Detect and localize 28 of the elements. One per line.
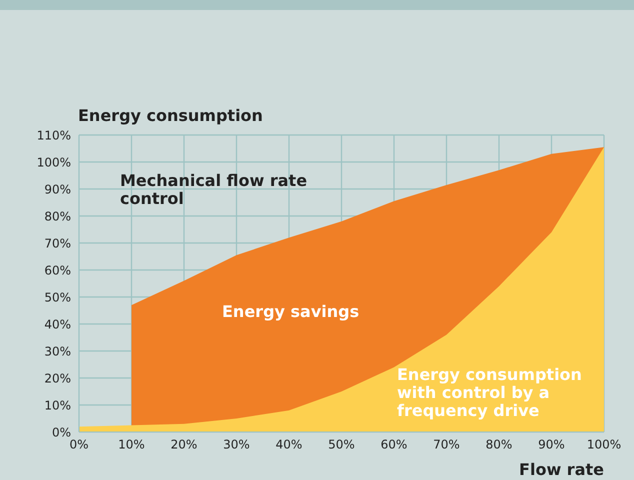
x-tick-label: 70% bbox=[433, 438, 460, 452]
x-tick-label: 40% bbox=[276, 438, 302, 452]
x-tick-label: 10% bbox=[118, 438, 145, 452]
x-tick-label: 90% bbox=[538, 438, 565, 452]
y-tick-label: 20% bbox=[44, 371, 71, 386]
x-axis-title: Flow rate bbox=[519, 460, 604, 479]
x-tick-label: 50% bbox=[328, 438, 355, 452]
y-tick-label: 90% bbox=[44, 182, 71, 196]
y-tick-label: 100% bbox=[36, 155, 71, 170]
y-tick-label: 0% bbox=[52, 425, 71, 440]
y-tick-label: 110% bbox=[36, 128, 71, 142]
x-tick-label: 80% bbox=[486, 438, 512, 452]
y-tick-label: 70% bbox=[44, 236, 71, 250]
x-tick-label: 100% bbox=[586, 438, 622, 452]
x-tick-label: 60% bbox=[380, 438, 408, 452]
x-tick-label: 30% bbox=[223, 438, 250, 452]
x-tick-label: 20% bbox=[170, 438, 198, 452]
x-tick-label: 0% bbox=[69, 438, 89, 452]
y-tick-label: 60% bbox=[44, 263, 71, 278]
series-label: Energy consumption with control by a frequency drive bbox=[397, 365, 583, 420]
annotation: Energy savings bbox=[222, 302, 360, 321]
y-axis-title: Energy consumption bbox=[78, 106, 263, 125]
y-tick-label: 40% bbox=[44, 317, 71, 332]
y-tick-label: 50% bbox=[44, 290, 71, 304]
y-tick-label: 80% bbox=[44, 209, 71, 224]
series-label: Mechanical flow rate control bbox=[120, 171, 308, 208]
y-tick-label: 10% bbox=[44, 398, 71, 412]
y-tick-label: 30% bbox=[44, 344, 71, 358]
